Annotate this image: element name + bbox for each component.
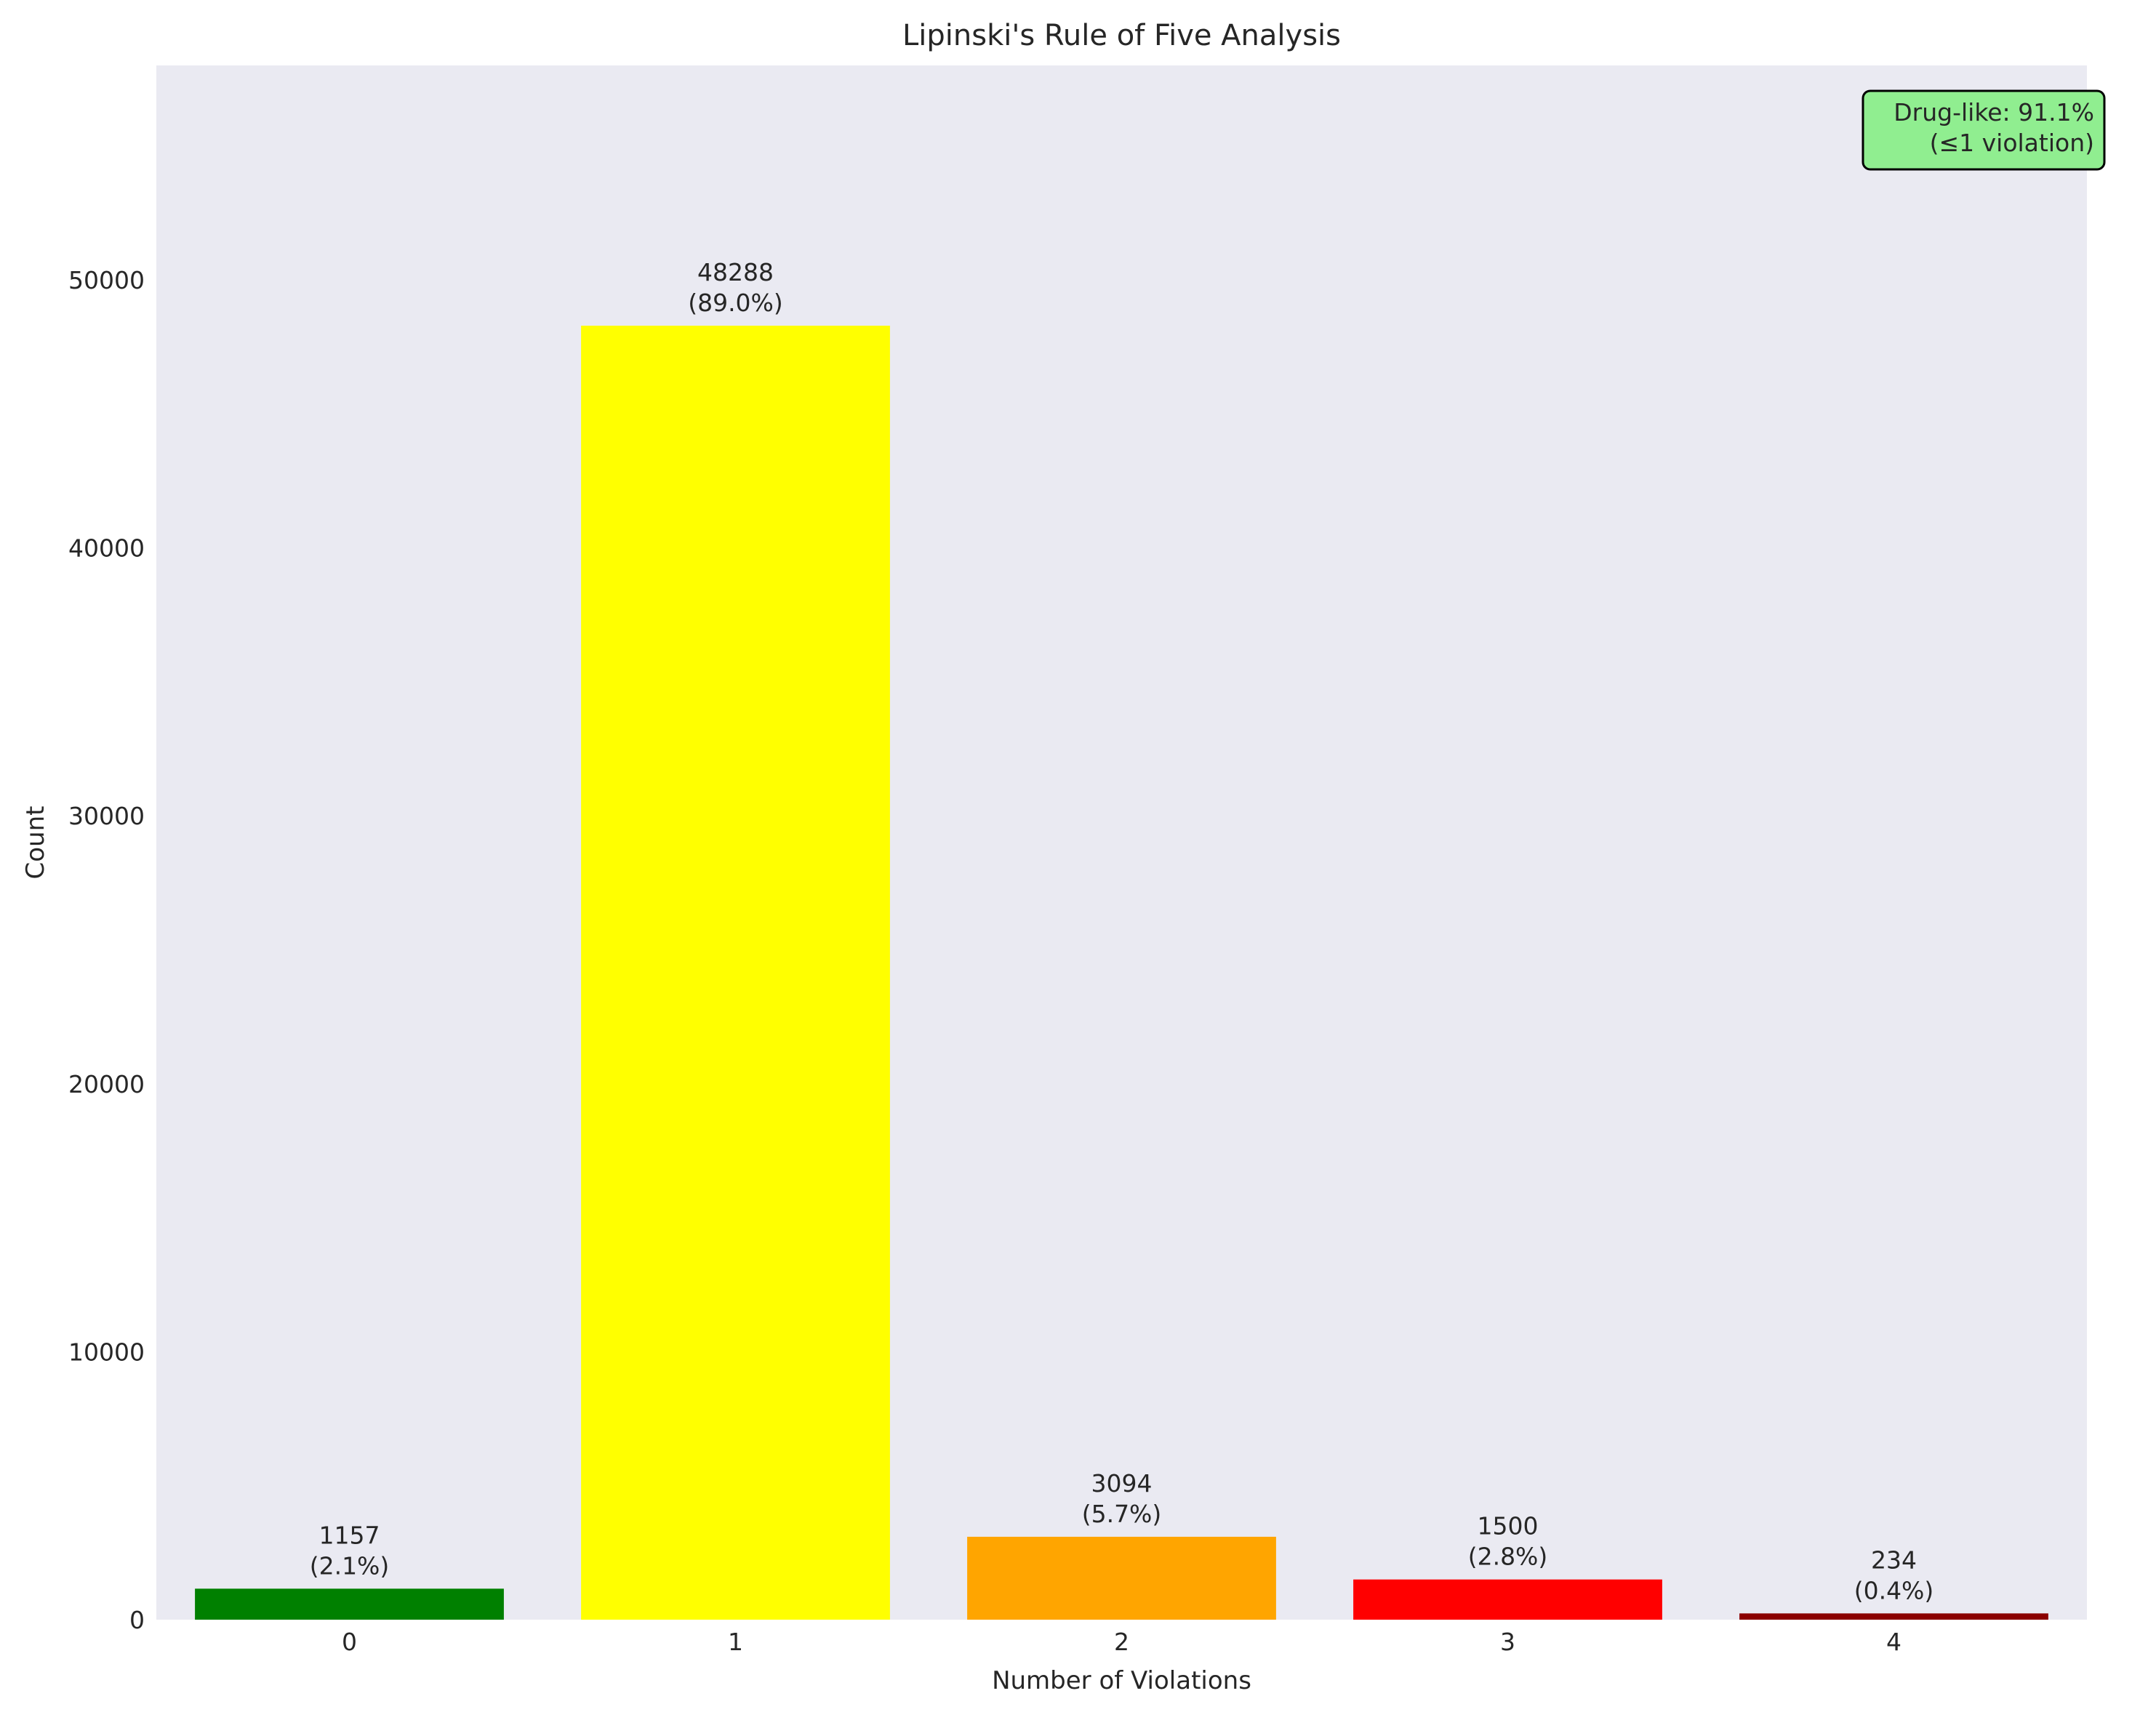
x-axis-ticks: 0 1 2 3 4 [342,1628,1901,1656]
plot-area [156,65,2087,1620]
y-tick-label-0: 0 [129,1606,145,1634]
annotation-line-2: (≤1 violation) [1930,129,2094,157]
y-axis-ticks: 0 10000 20000 30000 40000 50000 [68,266,145,1634]
bar-value-label-2: 3094 [1091,1469,1153,1498]
bar-2 [967,1536,1276,1620]
bar-percent-label-2: (5.7%) [1082,1500,1162,1528]
y-tick-label-10000: 10000 [68,1338,145,1366]
annotation-box [1862,89,2106,171]
data-labels-group: 1157(2.1%) 48288 (89.0%) 3094(5.7%) 1500 (2.8… [310,258,1934,1604]
x-tick-label-2: 2 [1114,1628,1129,1656]
bar-value-label-3: 1500 [1478,1512,1539,1540]
bar-value-label-0: 1157 [319,1521,380,1549]
bar-4 [1739,1613,2048,1620]
bars-group [195,326,2048,1620]
annotation-line-1: Drug-like: 91.1% [1893,98,2094,126]
y-tick-label-20000: 20000 [68,1070,145,1098]
chart-title: Lipinski's Rule of Five Analysis [902,19,1341,52]
y-tick-label-40000: 40000 [68,534,145,563]
bar-1 [581,326,890,1620]
y-tick-label-50000: 50000 [68,266,145,294]
x-tick-label-3: 3 [1500,1628,1515,1656]
x-tick-label-0: 0 [342,1628,357,1656]
bar-percent-label-3: (2.8%) [1468,1543,1548,1571]
bar-3 [1353,1579,1662,1620]
bar-value-label-1: 48288 [697,258,774,286]
bar-value-label-4: 234 [1871,1546,1917,1574]
x-tick-label-1: 1 [728,1628,743,1656]
bar-percent-label-0: (2.1%) [310,1551,390,1580]
x-axis-label: Number of Violations [992,1666,1251,1695]
bar-percent-label-1: (89.0%) [688,289,783,317]
bar-percent-label-4: (0.4%) [1854,1576,1934,1604]
y-tick-label-30000: 30000 [68,802,145,830]
bar-0 [195,1588,504,1620]
x-tick-label-4: 4 [1886,1628,1901,1656]
y-axis-label: Count [21,806,50,880]
drug-like-annotation: Drug-like: 91.1% (≤1 violation) [1862,89,2106,171]
